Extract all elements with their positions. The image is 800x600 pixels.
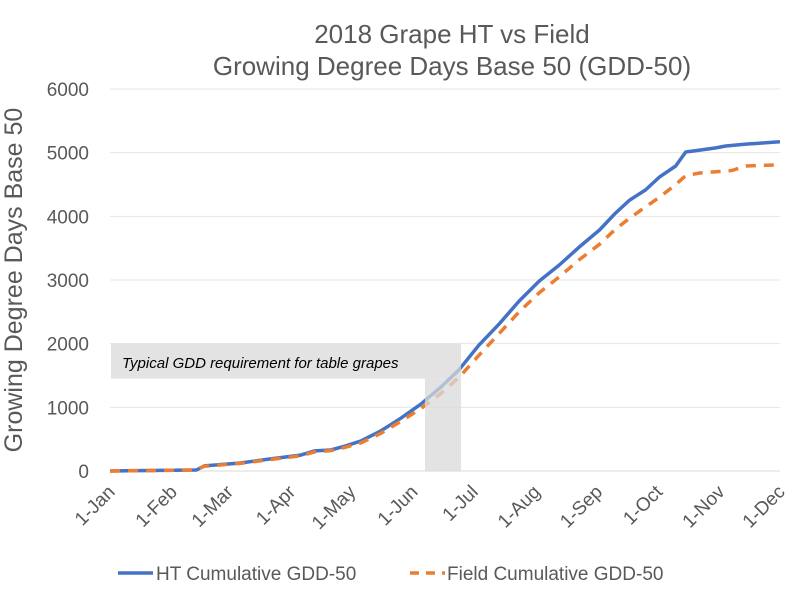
x-tick-label: 1-Apr xyxy=(252,481,300,529)
y-tick-label: 4000 xyxy=(47,207,89,228)
y-tick-label: 5000 xyxy=(47,144,89,165)
y-axis-label: Growing Degree Days Base 50 xyxy=(0,108,28,453)
x-tick-label: 1-Jan xyxy=(71,482,119,530)
annotation-label: Typical GDD requirement for table grapes xyxy=(122,355,399,372)
y-tick-label: 6000 xyxy=(47,80,89,101)
gdd-requirement-band xyxy=(111,343,462,379)
x-tick-label: 1-Jun xyxy=(374,482,422,530)
annotation-overlay xyxy=(111,343,462,471)
x-tick-labels: 1-Jan 1-Feb 1-Mar 1-Apr 1-May 1-Jun 1-Jul 1-Aug… xyxy=(71,481,789,534)
x-tick-label: 1-Jul xyxy=(439,482,483,526)
legend: HT Cumulative GDD-50 Field Cumulative GD… xyxy=(118,564,663,585)
x-tick-label: 1-Dec xyxy=(739,482,790,533)
x-tick-label: 1-Mar xyxy=(188,481,238,531)
y-tick-label: 3000 xyxy=(47,271,89,292)
x-tick-label: 1-May xyxy=(308,481,361,534)
chart-title-line1: 2018 Grape HT vs Field xyxy=(314,19,590,49)
legend-label-ht: HT Cumulative GDD-50 xyxy=(156,564,356,585)
x-tick-label: 1-Nov xyxy=(679,481,730,532)
x-tick-label: 1-Sep xyxy=(556,482,607,533)
series-line-field xyxy=(109,163,781,473)
y-tick-label: 1000 xyxy=(47,398,89,419)
chart-title-line2: Growing Degree Days Base 50 (GDD-50) xyxy=(213,51,691,81)
y-tick-label: 2000 xyxy=(47,335,89,356)
date-window-band xyxy=(424,378,462,471)
x-tick-label: 1-Oct xyxy=(619,481,667,529)
x-tick-label: 1-Feb xyxy=(132,482,182,532)
series-lines xyxy=(109,140,781,473)
series-line-ht xyxy=(109,140,781,473)
y-tick-label: 0 xyxy=(78,462,89,483)
y-tick-labels: 0 1000 2000 3000 4000 5000 6000 xyxy=(47,80,89,483)
legend-label-field: Field Cumulative GDD-50 xyxy=(447,564,663,585)
x-tick-label: 1-Aug xyxy=(494,482,545,533)
